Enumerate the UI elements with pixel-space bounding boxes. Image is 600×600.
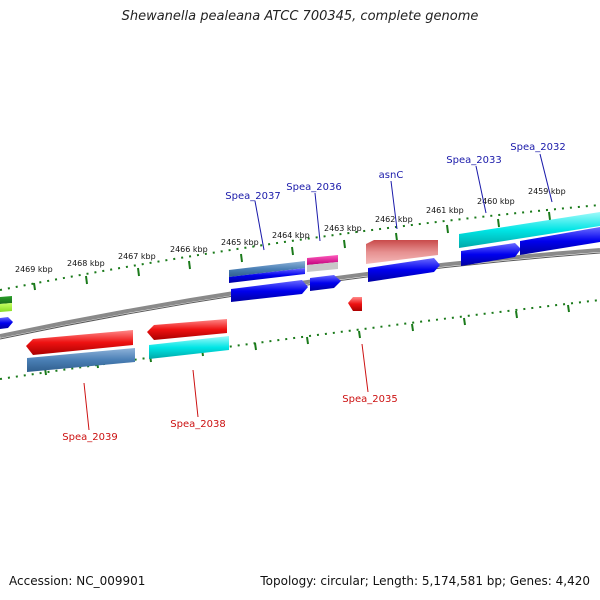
feature-spea-2037-gene — [229, 261, 305, 277]
gene-label-spea-2033: Spea_2033 — [446, 155, 501, 166]
feature-green-edge — [0, 296, 12, 304]
kbp-label-2459: 2459 kbp — [528, 187, 566, 196]
feature-spea-2036-cds — [310, 275, 341, 291]
gene-label-spea-2032: Spea_2032 — [510, 142, 565, 153]
kbp-label-2461: 2461 kbp — [426, 206, 464, 215]
feature-asnc-cds — [368, 258, 440, 282]
feature-spea-2032-cds — [520, 227, 600, 255]
feature-spea-2036-band — [307, 262, 338, 272]
kbp-label-2463: 2463 kbp — [324, 224, 362, 233]
genome-summary: Topology: circular; Length: 5,174,581 bp… — [260, 574, 590, 588]
kbp-label-2467: 2467 kbp — [118, 252, 156, 261]
kbp-label-2462: 2462 kbp — [375, 215, 413, 224]
feature-spea-2033-gene — [459, 212, 600, 248]
feature-spea-2036-gene — [307, 255, 338, 265]
cds-arrow-edge — [0, 317, 13, 329]
gene-label-spea-2038: Spea_2038 — [170, 419, 225, 430]
kbp-label-2460: 2460 kbp — [477, 197, 515, 206]
feature-lime-edge — [0, 303, 12, 312]
feature-spea-2039-band — [27, 348, 135, 372]
feature-spea-2038-band — [149, 336, 229, 359]
inner-ruler-dots — [0, 299, 600, 380]
accession-label: Accession: NC_009901 — [9, 574, 146, 588]
forward-leader-lines — [254, 153, 553, 251]
kbp-label-2464: 2464 kbp — [272, 231, 310, 240]
outer-ruler-ticks — [33, 211, 551, 291]
gene-label-asnc: asnC — [379, 170, 404, 181]
feature-spea-2033-cds — [461, 243, 521, 266]
feature-spea-2037-band — [229, 268, 305, 283]
gene-label-spea-2039: Spea_2039 — [62, 432, 117, 443]
feature-spea-2035-gene — [348, 297, 362, 311]
kbp-label-2468: 2468 kbp — [67, 259, 105, 268]
gene-label-spea-2037: Spea_2037 — [225, 191, 280, 202]
outer-ruler-dots — [0, 204, 600, 291]
feature-spea-2039-gene — [26, 330, 133, 355]
feature-asnc-gene — [366, 240, 438, 264]
feature-spea-2037-cds — [231, 280, 308, 302]
feature-spea-2038-gene — [147, 319, 227, 340]
kbp-label-2466: 2466 kbp — [170, 245, 208, 254]
reverse-leader-lines — [83, 343, 369, 431]
kbp-label-2465: 2465 kbp — [221, 238, 259, 247]
kbp-label-2469: 2469 kbp — [15, 265, 53, 274]
map-title: Shewanella pealeana ATCC 700345, complet… — [121, 9, 479, 24]
gene-label-spea-2036: Spea_2036 — [286, 182, 341, 193]
gene-label-spea-2035: Spea_2035 — [342, 394, 397, 405]
